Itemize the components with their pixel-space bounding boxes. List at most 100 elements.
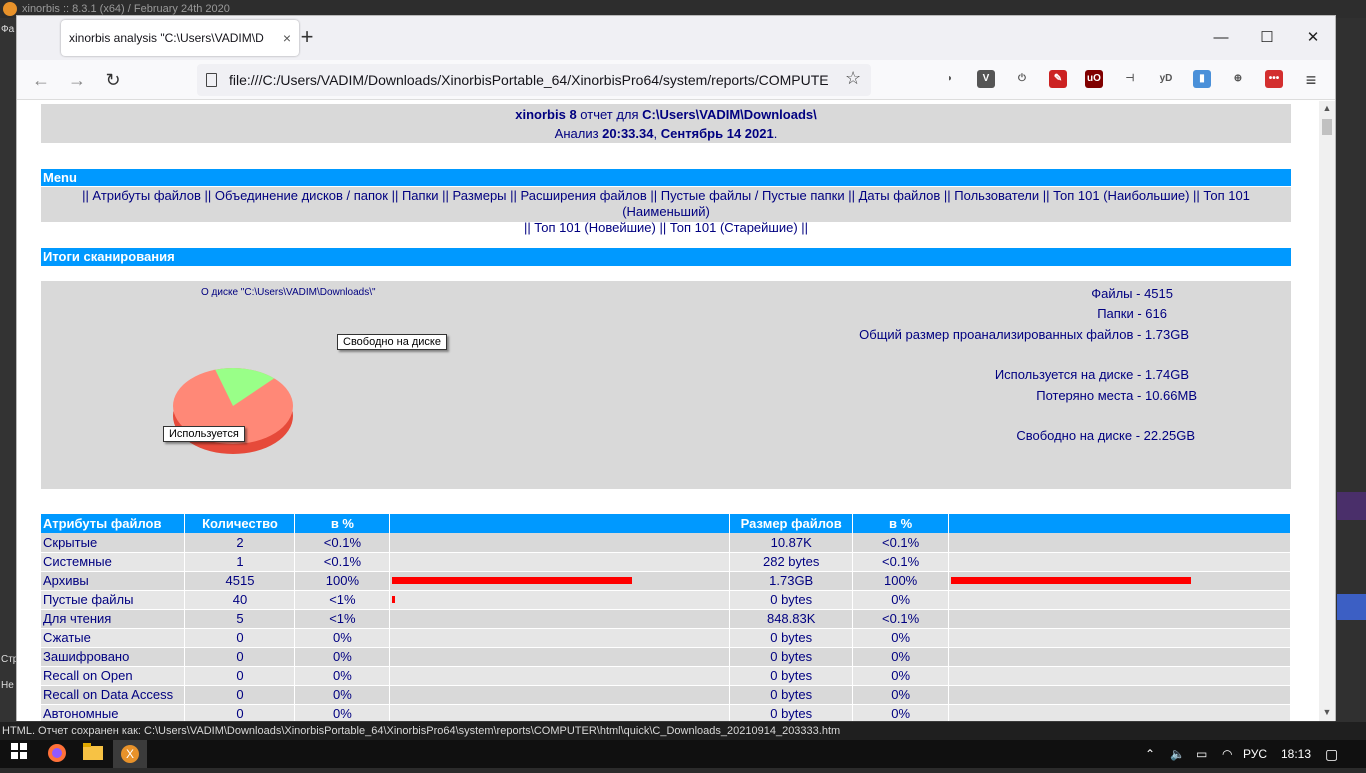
ublock-icon[interactable]: uO (1085, 70, 1103, 88)
pin-extension-icon[interactable]: ⊣ (1125, 73, 1135, 84)
pocket-icon[interactable]: ◗ (946, 73, 954, 84)
tab-title: xinorbis analysis "C:\Users\VADIM\D (69, 31, 264, 45)
stat-total-size: Общий размер проанализированных файлов -… (859, 327, 1189, 342)
attribute-size-bar-cell (948, 704, 1291, 721)
stat-used-on-disk: Используется на диске - 1.74GB (994, 367, 1189, 382)
globe-extension-icon[interactable]: ⊕ (1233, 73, 1243, 84)
attribute-percent: 0% (294, 704, 391, 721)
power-icon[interactable]: ⏻ (1018, 73, 1026, 84)
red-extension-icon[interactable]: ••• (1265, 70, 1283, 88)
attribute-size-bar-cell (948, 609, 1291, 629)
col-header-size-percent: в % (852, 514, 950, 533)
attribute-size-percent: 0% (852, 666, 950, 686)
attribute-name: Пустые файлы (41, 590, 186, 610)
attribute-size-percent: <0.1% (852, 552, 950, 572)
separator: , (653, 126, 661, 141)
forward-icon[interactable]: → (68, 70, 86, 90)
bookmark-star-icon[interactable]: ☆ (845, 68, 862, 88)
firefox-icon[interactable] (46, 743, 68, 765)
attribute-size: 0 bytes (729, 685, 854, 705)
table-row: Скрытые 2 <0.1% 10.87K <0.1% (41, 533, 1291, 553)
volume-icon[interactable]: 🔈 (1170, 747, 1185, 761)
attribute-size-bar-cell (948, 628, 1291, 648)
stat-files: Файлы - 4515 (1091, 286, 1173, 301)
menu-links-line-2[interactable]: || Топ 101 (Новейшие) || Топ 101 (Старей… (523, 220, 809, 235)
tab-report[interactable]: xinorbis analysis "C:\Users\VADIM\D × (61, 20, 299, 56)
report-app-name: xinorbis 8 (515, 107, 577, 122)
url-text[interactable]: file:///C:/Users/VADIM/Downloads/Xinorbi… (229, 72, 829, 88)
report-header-line-2: Анализ 20:33.34, Сентябрь 14 2021. (41, 124, 1291, 143)
attribute-size: 1.73GB (729, 571, 854, 591)
reader-extension-icon[interactable]: ▮ (1193, 70, 1211, 88)
attribute-size-bar-cell (948, 666, 1291, 686)
svg-text:X: X (126, 747, 134, 761)
attribute-size-bar-cell (948, 685, 1291, 705)
report-header-line-1: xinorbis 8 отчет для C:\Users\VADIM\Down… (41, 105, 1291, 124)
menu-links-line-1[interactable]: || Атрибуты файлов || Объединение дисков… (82, 188, 1250, 219)
tab-close-icon[interactable]: × (282, 30, 291, 46)
attribute-bar-cell (389, 571, 731, 591)
back-icon[interactable]: ← (32, 70, 50, 90)
yandex-disk-icon[interactable]: yD (1159, 73, 1173, 84)
v-extension-icon[interactable]: V (977, 70, 995, 88)
battery-icon[interactable]: ▭ (1196, 747, 1208, 761)
analysis-label: Анализ (554, 126, 603, 141)
address-bar[interactable]: file:///C:/Users/VADIM/Downloads/Xinorbi… (197, 64, 871, 96)
language-indicator[interactable]: РУС (1243, 747, 1268, 761)
attribute-count: 0 (184, 685, 296, 705)
file-attributes-table: Атрибуты файлов Количество в % Размер фа… (41, 514, 1291, 721)
attribute-size-percent: 0% (852, 647, 950, 667)
tray-chevron-icon[interactable]: ⌃ (1145, 747, 1156, 761)
network-icon[interactable]: ◠ (1222, 747, 1233, 761)
xinorbis-taskbar-icon[interactable]: X (113, 740, 147, 768)
status-line: HTML. Отчет сохранен как: C:\Users\VADIM… (0, 722, 1366, 740)
browser-window: xinorbis analysis "C:\Users\VADIM\D × + … (16, 15, 1336, 721)
table-body: Скрытые 2 <0.1% 10.87K <0.1% Системные 1 <0.1% 2… (41, 533, 1291, 721)
attribute-percent: <0.1% (294, 533, 391, 553)
attribute-count: 5 (184, 609, 296, 629)
attribute-bar-cell (389, 609, 731, 629)
attribute-name: Recall on Open (41, 666, 186, 686)
attribute-bar-cell (389, 704, 731, 721)
background-app-left-strip: Фа Стр Не (0, 18, 19, 722)
attribute-name: Системные (41, 552, 186, 572)
menu-section-title: Menu (41, 169, 1291, 186)
reload-icon[interactable]: ↻ (105, 70, 121, 90)
attribute-size: 10.87K (729, 533, 854, 553)
attribute-percent: <1% (294, 590, 391, 610)
pen-extension-icon[interactable]: ✎ (1049, 70, 1067, 88)
table-row: Recall on Open 0 0% 0 bytes 0% (41, 666, 1291, 686)
attribute-size-percent: 0% (852, 590, 950, 610)
close-window-button[interactable]: ✕ (1306, 29, 1320, 46)
new-tab-button[interactable]: + (300, 24, 314, 49)
attribute-count: 0 (184, 666, 296, 686)
attribute-size: 0 bytes (729, 590, 854, 610)
attribute-size: 848.83K (729, 609, 854, 629)
col-header-percent: в % (294, 514, 391, 533)
windows-start-icon[interactable] (8, 743, 30, 765)
menu-icon[interactable]: ≡ (1305, 70, 1317, 90)
pie-slice-free (215, 368, 275, 406)
attribute-count: 0 (184, 628, 296, 648)
background-label-2: Стр (1, 654, 19, 665)
scroll-down-icon[interactable]: ▼ (1322, 707, 1332, 717)
page-scrollbar[interactable]: ▲ ▼ (1319, 101, 1335, 721)
taskbar: X ⌃ 🔈 ▭ ◠ РУС 18:13 ▢ (0, 740, 1366, 768)
minimize-button[interactable]: — (1213, 29, 1229, 46)
menu-links[interactable]: || Атрибуты файлов || Объединение дисков… (41, 187, 1291, 235)
attribute-size: 0 bytes (729, 666, 854, 686)
scroll-up-icon[interactable]: ▲ (1322, 103, 1332, 113)
file-explorer-icon[interactable] (82, 743, 104, 765)
attribute-size-bar-cell (948, 533, 1291, 553)
clock[interactable]: 18:13 (1281, 747, 1312, 761)
scroll-thumb[interactable] (1322, 119, 1332, 135)
maximize-button[interactable]: ☐ (1260, 29, 1274, 46)
attribute-percent: <0.1% (294, 552, 391, 572)
col-header-attribute: Атрибуты файлов (41, 514, 186, 533)
percent-bar (951, 577, 1192, 584)
attribute-size-percent: 0% (852, 628, 950, 648)
attribute-percent: <1% (294, 609, 391, 629)
background-app-titlebar: xinorbis :: 8.3.1 (x64) / February 24th … (0, 0, 1366, 18)
notifications-icon[interactable]: ▢ (1325, 746, 1339, 762)
attribute-count: 40 (184, 590, 296, 610)
